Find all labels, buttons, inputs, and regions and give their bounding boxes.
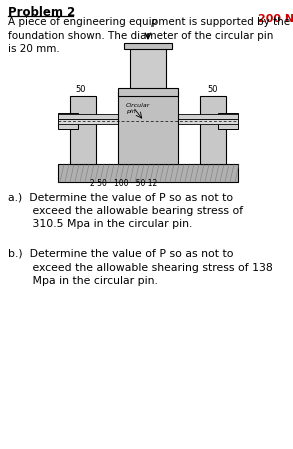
Bar xyxy=(58,119,238,124)
Bar xyxy=(200,96,226,164)
Bar xyxy=(58,164,238,182)
Bar xyxy=(218,113,238,129)
Text: Problem 2: Problem 2 xyxy=(8,6,75,19)
Text: 200 N: 200 N xyxy=(258,14,293,24)
Text: b.)  Determine the value of P so as not to
       exceed the allowable shearing : b.) Determine the value of P so as not t… xyxy=(8,249,273,286)
Text: A piece of engineering equipment is supported by the
foundation shown. The diame: A piece of engineering equipment is supp… xyxy=(8,17,290,54)
Bar xyxy=(130,47,166,92)
Text: a.)  Determine the value of P so as not to
       exceed the allowable bearing s: a.) Determine the value of P so as not t… xyxy=(8,192,243,229)
Text: Circular
pin: Circular pin xyxy=(126,103,150,114)
Bar xyxy=(124,43,172,49)
Text: 50: 50 xyxy=(75,84,86,93)
Text: P: P xyxy=(151,19,157,29)
Bar xyxy=(58,113,78,129)
Bar xyxy=(58,114,238,119)
Bar xyxy=(70,96,96,164)
Text: 50: 50 xyxy=(207,84,217,93)
Text: 2 50   100   50 12: 2 50 100 50 12 xyxy=(90,179,157,188)
Bar xyxy=(118,88,178,96)
Bar xyxy=(118,92,178,164)
